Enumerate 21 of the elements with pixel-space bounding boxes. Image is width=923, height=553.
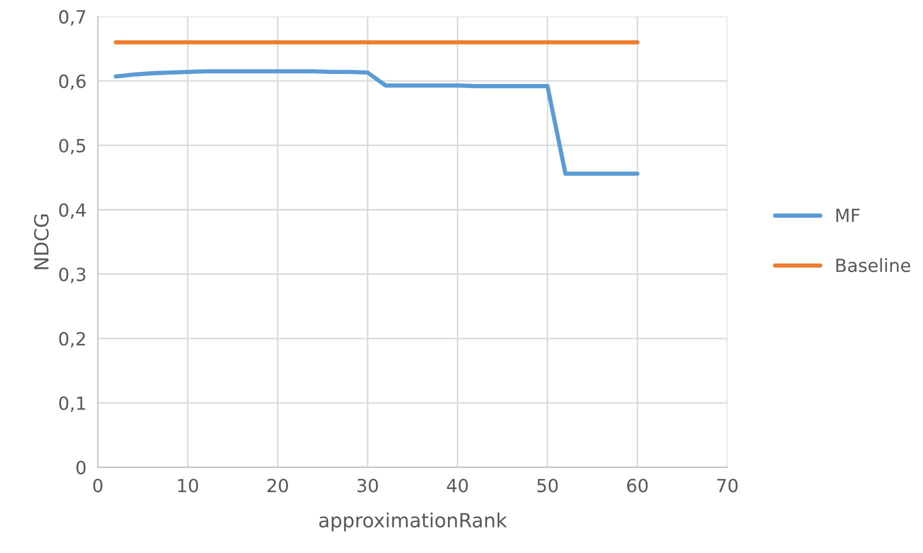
x-tick-label: 60 (627, 478, 648, 492)
y-tick-label: 0 (76, 460, 86, 474)
y-tick-label: 0,1 (59, 396, 86, 412)
y-tick-label: 0,4 (59, 203, 86, 219)
legend-label: Baseline (836, 258, 910, 272)
x-tick-label: 70 (717, 478, 738, 492)
y-tick-label: 0,7 (59, 10, 86, 26)
x-tick-label: 40 (446, 478, 468, 492)
x-tick-label: 0 (93, 478, 102, 492)
y-tick-label: 0,5 (59, 138, 86, 154)
legend-label: MF (836, 208, 860, 222)
x-tick-label: 10 (178, 478, 198, 492)
x-axis-title: approximationRank (319, 512, 508, 532)
y-axis-title: NDCG (34, 214, 49, 270)
x-tick-label: 30 (358, 478, 378, 492)
x-tick-label: 20 (268, 478, 288, 492)
y-tick-label: 0,3 (59, 268, 86, 284)
line-series (114, 69, 640, 176)
y-tick-label: 0,6 (59, 74, 86, 90)
y-tick-label: 0,2 (59, 332, 85, 348)
x-tick-label: 50 (537, 478, 558, 492)
